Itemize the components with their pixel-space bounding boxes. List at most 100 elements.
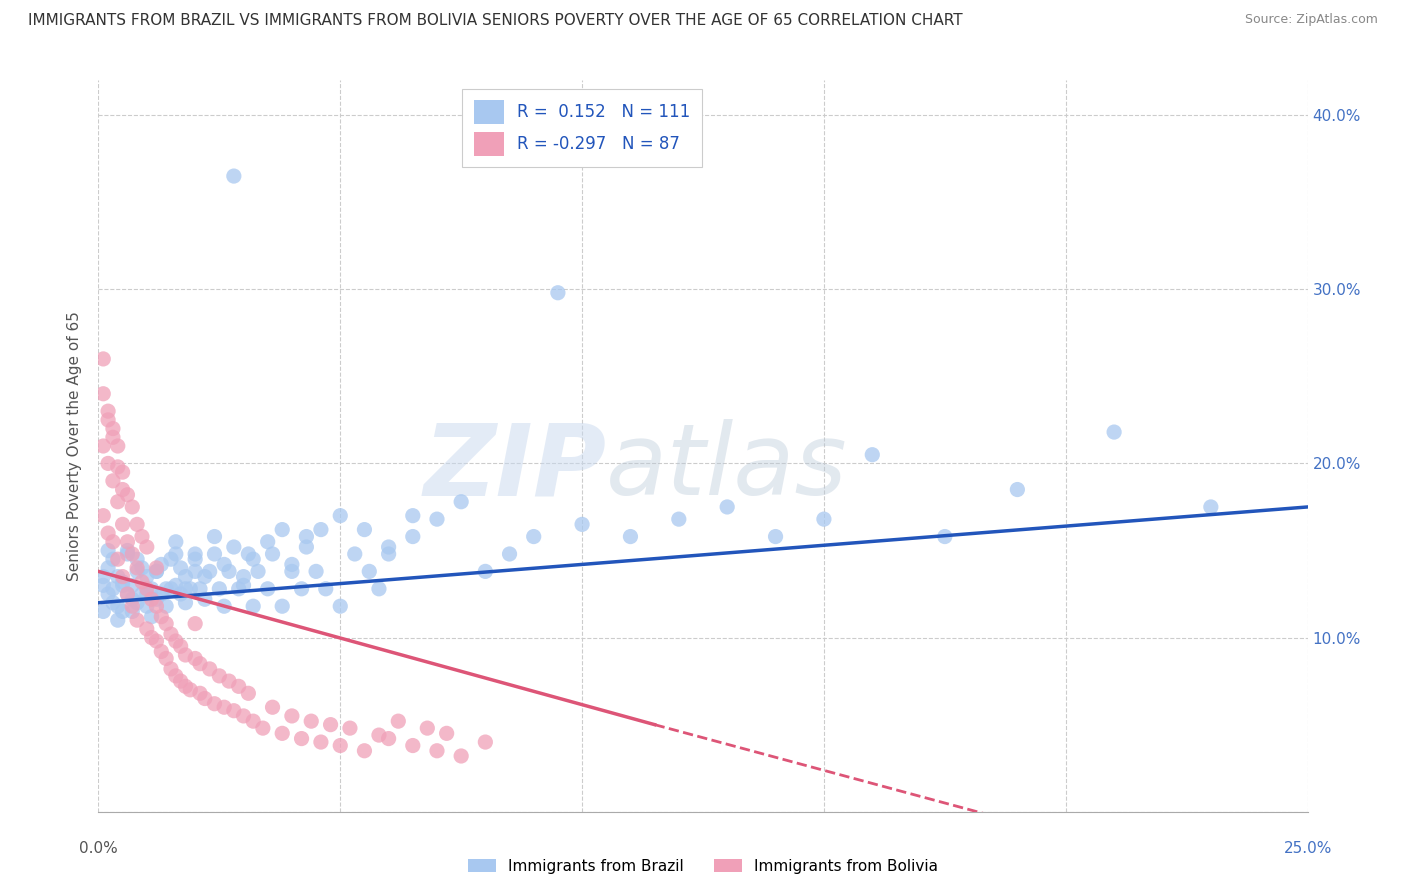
Point xyxy=(194,569,217,583)
Point xyxy=(329,739,352,753)
Point xyxy=(426,512,449,526)
Point xyxy=(299,714,322,728)
Point xyxy=(135,599,157,614)
Point xyxy=(145,565,167,579)
Point xyxy=(256,582,278,596)
Point xyxy=(262,547,284,561)
Point xyxy=(169,587,191,601)
Point xyxy=(188,657,211,671)
Point xyxy=(97,457,120,471)
Point xyxy=(184,552,207,566)
Point xyxy=(145,561,167,575)
Point xyxy=(91,351,114,366)
Point xyxy=(145,592,167,607)
Point xyxy=(377,540,399,554)
Point xyxy=(281,565,304,579)
Point xyxy=(343,547,366,561)
Point xyxy=(402,739,425,753)
Point xyxy=(135,622,157,636)
Point xyxy=(716,500,738,514)
Point xyxy=(135,540,157,554)
Point xyxy=(329,599,352,614)
Point xyxy=(436,726,458,740)
Point xyxy=(281,709,304,723)
Point xyxy=(127,552,149,566)
Point xyxy=(212,599,235,614)
Point xyxy=(111,517,134,532)
Point xyxy=(107,569,129,583)
Point xyxy=(117,543,139,558)
Point xyxy=(135,587,157,601)
Point xyxy=(155,616,177,631)
Point xyxy=(474,735,496,749)
Point xyxy=(668,512,690,526)
Point xyxy=(1199,500,1222,514)
Point xyxy=(127,613,149,627)
Point xyxy=(402,530,425,544)
Point xyxy=(1007,483,1029,497)
Point xyxy=(204,547,226,561)
Point xyxy=(212,700,235,714)
Point xyxy=(174,648,197,662)
Point xyxy=(121,547,143,561)
Point xyxy=(252,721,274,735)
Point xyxy=(101,552,124,566)
Point xyxy=(179,682,201,697)
Point xyxy=(91,439,114,453)
Point xyxy=(232,578,254,592)
Text: ZIP: ZIP xyxy=(423,419,606,516)
Point xyxy=(174,569,197,583)
Point xyxy=(117,488,139,502)
Point xyxy=(127,517,149,532)
Point xyxy=(91,508,114,523)
Point xyxy=(222,540,245,554)
Point xyxy=(262,700,284,714)
Point xyxy=(184,565,207,579)
Point xyxy=(91,578,114,592)
Point xyxy=(232,569,254,583)
Point xyxy=(218,565,240,579)
Point xyxy=(150,558,173,572)
Point xyxy=(498,547,520,561)
Point xyxy=(228,679,250,693)
Point xyxy=(165,547,187,561)
Point xyxy=(281,558,304,572)
Point xyxy=(121,604,143,618)
Point xyxy=(111,483,134,497)
Point xyxy=(135,582,157,596)
Point xyxy=(450,494,472,508)
Point xyxy=(160,662,183,676)
Point xyxy=(319,717,342,731)
Point xyxy=(165,634,187,648)
Point xyxy=(160,627,183,641)
Text: IMMIGRANTS FROM BRAZIL VS IMMIGRANTS FROM BOLIVIA SENIORS POVERTY OVER THE AGE O: IMMIGRANTS FROM BRAZIL VS IMMIGRANTS FRO… xyxy=(28,13,963,29)
Point xyxy=(165,669,187,683)
Point xyxy=(111,574,134,589)
Point xyxy=(91,386,114,401)
Point xyxy=(117,587,139,601)
Point xyxy=(91,604,114,618)
Point xyxy=(97,543,120,558)
Point xyxy=(121,592,143,607)
Point xyxy=(141,582,163,596)
Point xyxy=(184,651,207,665)
Text: Source: ZipAtlas.com: Source: ZipAtlas.com xyxy=(1244,13,1378,27)
Point xyxy=(135,569,157,583)
Point xyxy=(121,500,143,514)
Point xyxy=(155,582,177,596)
Point xyxy=(295,530,318,544)
Point xyxy=(169,674,191,689)
Point xyxy=(107,439,129,453)
Point xyxy=(117,587,139,601)
Point xyxy=(218,674,240,689)
Point xyxy=(111,578,134,592)
Point xyxy=(145,599,167,614)
Point xyxy=(474,565,496,579)
Point xyxy=(309,523,332,537)
Point xyxy=(290,731,312,746)
Point xyxy=(368,582,391,596)
Point xyxy=(242,552,264,566)
Point xyxy=(97,404,120,418)
Point xyxy=(256,534,278,549)
Text: 25.0%: 25.0% xyxy=(1284,841,1331,856)
